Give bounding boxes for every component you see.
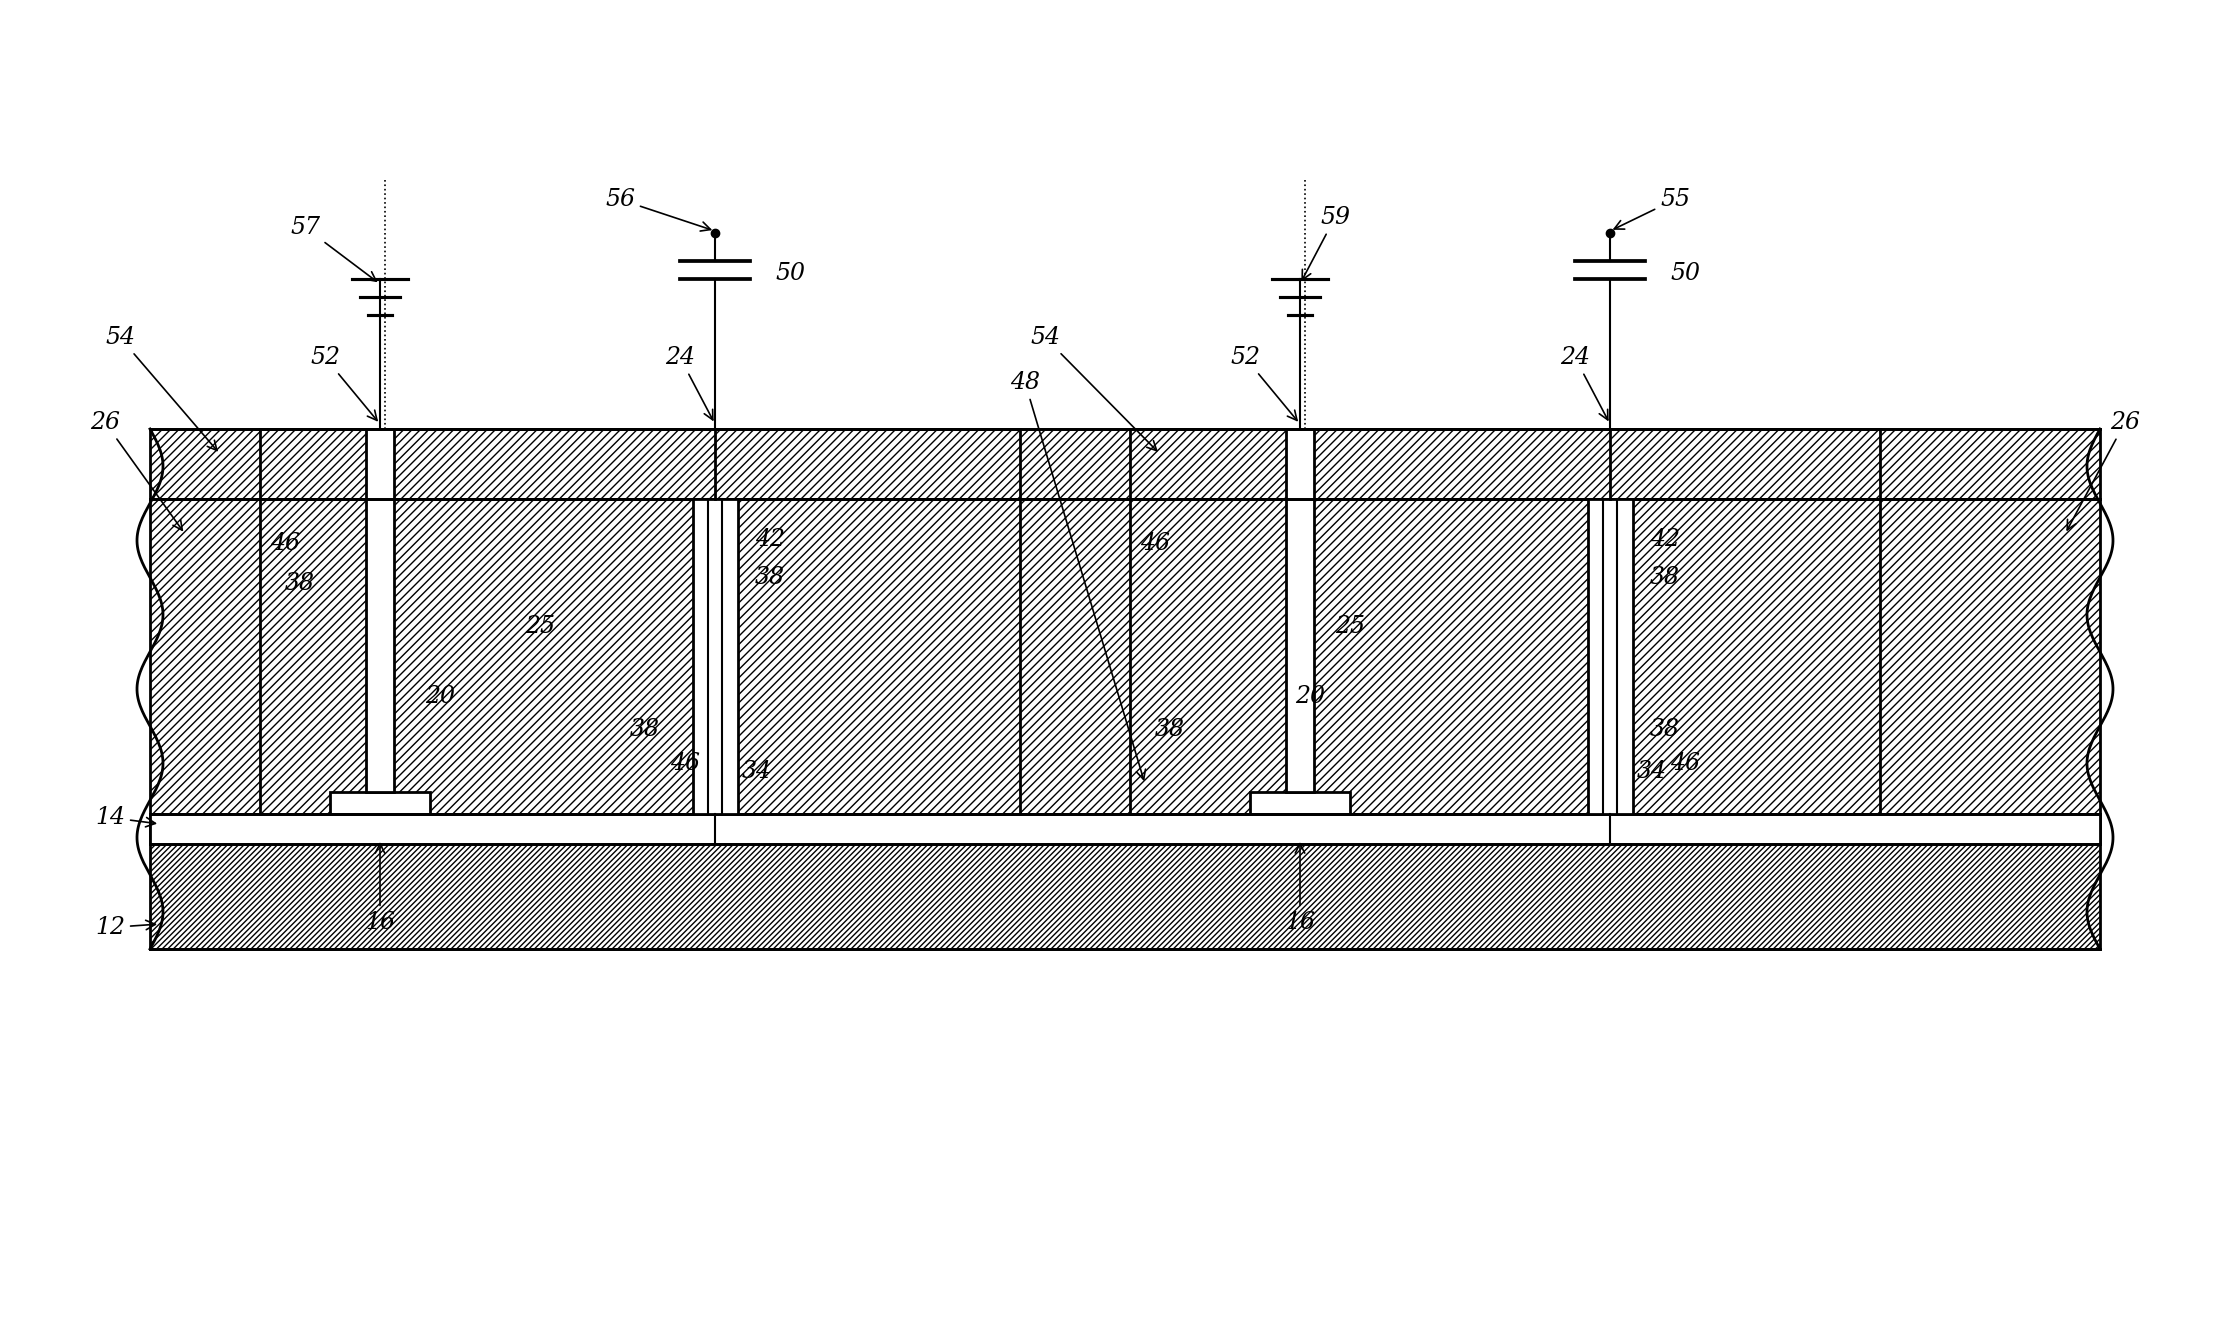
Text: 25: 25 (525, 615, 556, 638)
Text: 25: 25 (1334, 615, 1366, 638)
Bar (329, 792, 429, 813)
Text: 57: 57 (289, 217, 376, 282)
Text: 38: 38 (1650, 718, 1679, 740)
Text: 52: 52 (1230, 346, 1297, 420)
Bar (1588, 498, 1632, 813)
Text: 38: 38 (629, 718, 661, 740)
Text: 38: 38 (1650, 566, 1679, 589)
Text: 16: 16 (1285, 844, 1314, 934)
Text: 26: 26 (2066, 411, 2139, 530)
Bar (1130, 429, 1879, 498)
Bar (1285, 429, 1314, 792)
Text: 24: 24 (665, 346, 714, 420)
Text: 52: 52 (309, 346, 378, 420)
Text: 38: 38 (754, 566, 785, 589)
Text: 56: 56 (605, 187, 712, 231)
Bar (149, 813, 2099, 844)
Bar (1250, 792, 1350, 813)
Text: 48: 48 (1010, 371, 1145, 780)
Text: 46: 46 (669, 752, 701, 776)
Bar (260, 429, 1021, 498)
Text: 26: 26 (89, 411, 182, 530)
Text: 14: 14 (96, 805, 156, 829)
Text: 38: 38 (1154, 718, 1185, 740)
Text: 16: 16 (365, 844, 396, 934)
Text: 59: 59 (1303, 206, 1350, 280)
Bar (260, 498, 1021, 813)
Text: 50: 50 (774, 263, 805, 286)
Bar (149, 498, 2099, 813)
Text: 46: 46 (1670, 752, 1699, 776)
Text: 12: 12 (96, 916, 156, 940)
Text: 46: 46 (1141, 533, 1170, 556)
Text: 54: 54 (1030, 326, 1156, 451)
Bar (692, 498, 738, 813)
Text: 20: 20 (425, 684, 456, 708)
Text: 50: 50 (1670, 263, 1699, 286)
Text: 55: 55 (1615, 187, 1690, 229)
Text: 46: 46 (269, 533, 300, 556)
Bar (367, 429, 394, 792)
Bar (149, 813, 2099, 844)
Bar (1130, 498, 1879, 813)
Text: 34: 34 (743, 760, 772, 784)
Bar (149, 844, 2099, 949)
Text: 42: 42 (1650, 528, 1679, 550)
Text: 34: 34 (1637, 760, 1668, 784)
Text: 54: 54 (105, 326, 218, 451)
Text: 42: 42 (754, 528, 785, 550)
Text: 38: 38 (285, 573, 316, 595)
Bar (149, 429, 2099, 498)
Text: 20: 20 (1294, 684, 1326, 708)
Text: 24: 24 (1559, 346, 1608, 420)
